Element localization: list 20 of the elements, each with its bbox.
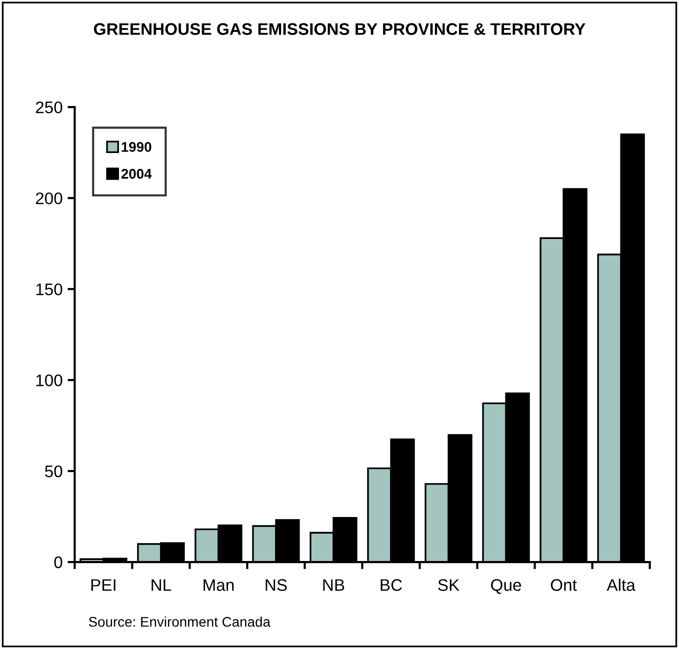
y-tick-label: 0: [54, 556, 62, 568]
chart-title: GREENHOUSE GAS EMISSIONS BY PROVINCE & TERRITORY: [94, 23, 586, 35]
x-tick-label: NS: [266, 579, 287, 591]
y-tick-label: 250: [36, 101, 62, 114]
x-tick-label: PEI: [91, 579, 116, 591]
x-tick-label: Que: [491, 579, 522, 594]
y-tick-label: 50: [45, 465, 62, 478]
y-tick-label: 200: [36, 192, 62, 204]
y-tick-label: 150: [36, 283, 62, 296]
x-tick-label: NL: [152, 579, 172, 591]
x-tick-label: BC: [380, 579, 402, 591]
x-tick-label: SK: [438, 579, 460, 591]
legend-label: 1990: [122, 142, 152, 152]
x-tick-label: Man: [204, 579, 234, 591]
legend-label: 2004: [121, 168, 152, 179]
x-tick-label: Ont: [550, 579, 577, 591]
source-note: Source: Environment Canada: [88, 616, 270, 627]
y-tick-label: 100: [36, 374, 62, 386]
x-tick-label: Alta: [606, 578, 636, 591]
x-tick-label: NB: [323, 579, 344, 591]
